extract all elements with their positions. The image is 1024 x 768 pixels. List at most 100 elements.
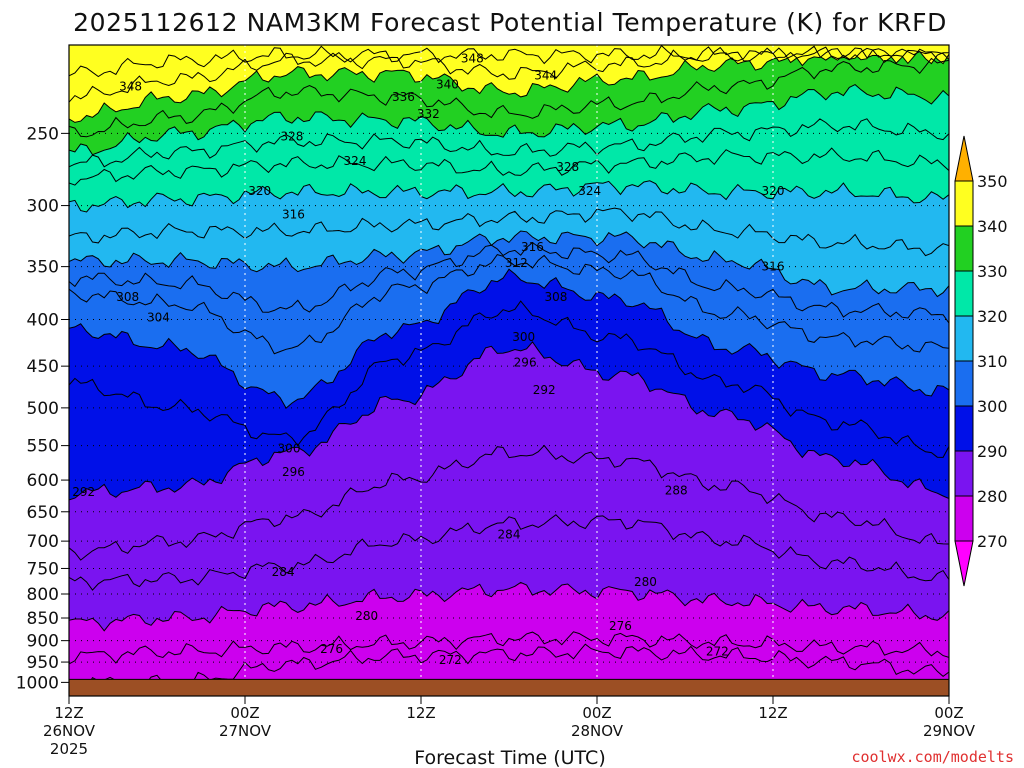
contour-label-284: 284 bbox=[272, 565, 295, 579]
y-tick-label-900: 900 bbox=[27, 632, 59, 652]
isentrope-336 bbox=[69, 57, 949, 138]
colorbar-label-340: 340 bbox=[977, 217, 1008, 236]
contour-label-276: 276 bbox=[609, 619, 632, 633]
contour-label-316: 316 bbox=[762, 260, 785, 274]
chart-title: 2025112612 NAM3KM Forecast Potential Tem… bbox=[73, 8, 947, 37]
colorbar-label-330: 330 bbox=[977, 262, 1008, 281]
y-axis: 250 300 350 400 450 500 550 600 650 700 750 800 850 9… bbox=[16, 124, 69, 693]
contour-label-276: 276 bbox=[320, 642, 343, 656]
y-tick-label-850: 850 bbox=[27, 609, 59, 629]
contour-label-336: 336 bbox=[392, 90, 415, 104]
contour-label-324: 324 bbox=[578, 184, 601, 198]
y-tick-label-1000: 1000 bbox=[16, 673, 59, 693]
x-tick-label: 00Z bbox=[230, 704, 259, 722]
contour-label-308: 308 bbox=[116, 290, 139, 304]
contour-label-300: 300 bbox=[278, 441, 301, 455]
isentrope-320 bbox=[69, 180, 949, 213]
x-tick-label: 28NOV bbox=[571, 722, 624, 740]
y-tick-label-550: 550 bbox=[27, 437, 59, 457]
x-tick-label: 12Z bbox=[758, 704, 787, 722]
isentrope-344 bbox=[69, 46, 949, 103]
contour-label-296: 296 bbox=[282, 465, 305, 479]
theta-bands bbox=[69, 45, 949, 696]
colorbar-segment bbox=[954, 360, 974, 407]
contour-label-328: 328 bbox=[280, 130, 303, 144]
isentrope-348 bbox=[69, 45, 949, 78]
contour-label-328: 328 bbox=[556, 160, 579, 174]
plot-frame bbox=[68, 44, 950, 697]
contour-label-332: 332 bbox=[417, 107, 440, 121]
contour-label-304: 304 bbox=[147, 311, 170, 325]
contour-label-272: 272 bbox=[706, 645, 729, 659]
y-tick-label-600: 600 bbox=[27, 471, 59, 491]
theta-band-344 bbox=[69, 45, 949, 103]
x-tick-label: 00Z bbox=[934, 704, 963, 722]
credit-text[interactable]: coolwx.com/modelts bbox=[851, 748, 1014, 766]
isentrope-304 bbox=[69, 254, 949, 355]
isentrope-272 bbox=[69, 643, 949, 692]
contour-label-348: 348 bbox=[119, 79, 142, 93]
isentrope-340 bbox=[69, 48, 949, 123]
isentrope-324 bbox=[69, 147, 949, 186]
colorbar-segment bbox=[954, 315, 974, 362]
contour-label-320: 320 bbox=[248, 184, 271, 198]
y-tick-label-800: 800 bbox=[27, 585, 59, 605]
colorbar-segment bbox=[954, 450, 974, 497]
isentrope-280 bbox=[69, 581, 949, 632]
isentrope-328 bbox=[69, 118, 949, 168]
isentrope-332 bbox=[69, 84, 949, 156]
contour-label-300: 300 bbox=[512, 330, 535, 344]
contour-label-292: 292 bbox=[72, 485, 95, 499]
isentrope-284 bbox=[69, 514, 949, 591]
contour-label-292: 292 bbox=[533, 383, 556, 397]
isentrope-276 bbox=[69, 631, 949, 665]
colorbar-label-270: 270 bbox=[977, 532, 1008, 551]
contour-label-316: 316 bbox=[282, 208, 305, 222]
colorbar-segment bbox=[954, 405, 974, 452]
x-tick-label: 00Z bbox=[582, 704, 611, 722]
contour-label-288: 288 bbox=[665, 483, 688, 497]
y-tick-label-650: 650 bbox=[27, 503, 59, 523]
y-tick-label-350: 350 bbox=[27, 258, 59, 278]
x-tick-label: 29NOV bbox=[923, 722, 976, 740]
contour-label-320: 320 bbox=[762, 184, 785, 198]
colorbar-label-300: 300 bbox=[977, 397, 1008, 416]
y-tick-label-450: 450 bbox=[27, 357, 59, 377]
contour-label-296: 296 bbox=[514, 356, 537, 370]
isentropes bbox=[69, 45, 949, 692]
colorbar-label-350: 350 bbox=[977, 172, 1008, 191]
x-axis-label: Forecast Time (UTC) bbox=[414, 747, 605, 768]
theta-band-340 bbox=[69, 45, 949, 123]
colorbar-top-arrow bbox=[954, 135, 974, 182]
y-tick-label-500: 500 bbox=[27, 399, 59, 419]
contour-label-316: 316 bbox=[521, 240, 544, 254]
contour-label-308: 308 bbox=[544, 290, 567, 304]
x-tick-label: 12Z bbox=[406, 704, 435, 722]
y-tick-label-300: 300 bbox=[27, 197, 59, 217]
isentrope-296 bbox=[69, 300, 949, 458]
contour-label-340: 340 bbox=[436, 78, 459, 92]
x-tick-label: 12Z bbox=[54, 704, 83, 722]
isentrope-292 bbox=[69, 341, 949, 501]
isentrope-308 bbox=[69, 241, 949, 324]
colorbar: 270 280 290 300 310 320 330 340 350 bbox=[954, 135, 1008, 587]
colorbar-label-290: 290 bbox=[977, 442, 1008, 461]
isentrope-312 bbox=[69, 230, 949, 298]
y-tick-label-950: 950 bbox=[27, 653, 59, 673]
colorbar-label-310: 310 bbox=[977, 352, 1008, 371]
isentrope-288 bbox=[69, 444, 949, 561]
contour-label-272: 272 bbox=[439, 653, 462, 667]
colorbar-label-320: 320 bbox=[977, 307, 1008, 326]
x-tick-label: 26NOV bbox=[43, 722, 96, 740]
contour-label-312: 312 bbox=[505, 256, 528, 270]
colorbar-segment bbox=[954, 180, 974, 227]
y-tick-label-750: 750 bbox=[27, 559, 59, 579]
colorbar-segment bbox=[954, 225, 974, 272]
y-tick-label-250: 250 bbox=[27, 124, 59, 144]
ground-layer bbox=[69, 678, 949, 696]
grid-lines bbox=[69, 45, 949, 696]
colorbar-bottom-arrow bbox=[954, 540, 974, 587]
